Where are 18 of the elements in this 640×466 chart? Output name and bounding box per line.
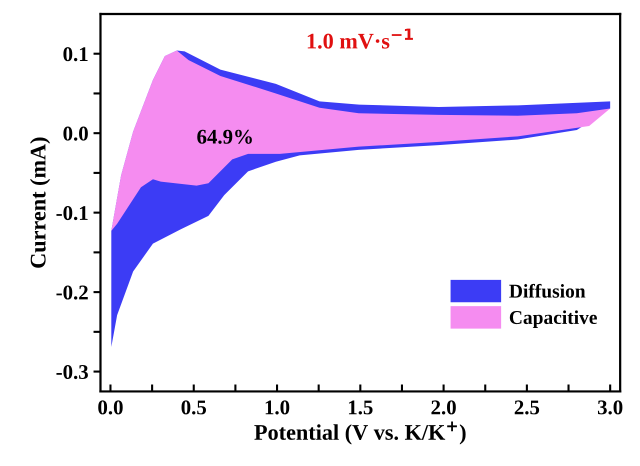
y-tick-label: -0.2 xyxy=(56,285,88,300)
text: 1.0 mV·s$^{−1}$ xyxy=(308,28,413,49)
y-axis-title: Current (mA) xyxy=(30,138,50,268)
x-tick-label: 0.5 xyxy=(182,400,206,415)
y-tick-label: 0.0 xyxy=(63,126,88,141)
x-tick-label: 2.5 xyxy=(514,400,540,415)
y-tick-label: 0.1 xyxy=(63,47,88,62)
x-tick-label: 1.0 xyxy=(266,400,290,415)
legend-label: Diffusion xyxy=(509,284,586,298)
x-axis-title: Potential (V vs. K/K$^{+}$) xyxy=(254,421,466,444)
annotation: 64.9% xyxy=(197,130,252,144)
x-tick-label: 0.0 xyxy=(98,400,123,415)
x-tick-label: 2.0 xyxy=(431,400,456,415)
y-tick-label: -0.1 xyxy=(56,206,88,220)
x-tick-label: 3.0 xyxy=(598,400,622,415)
y-tick-label: -0.3 xyxy=(56,364,88,380)
legend-label: Capacitive xyxy=(510,310,597,328)
x-tick-label: 1.5 xyxy=(348,400,373,415)
